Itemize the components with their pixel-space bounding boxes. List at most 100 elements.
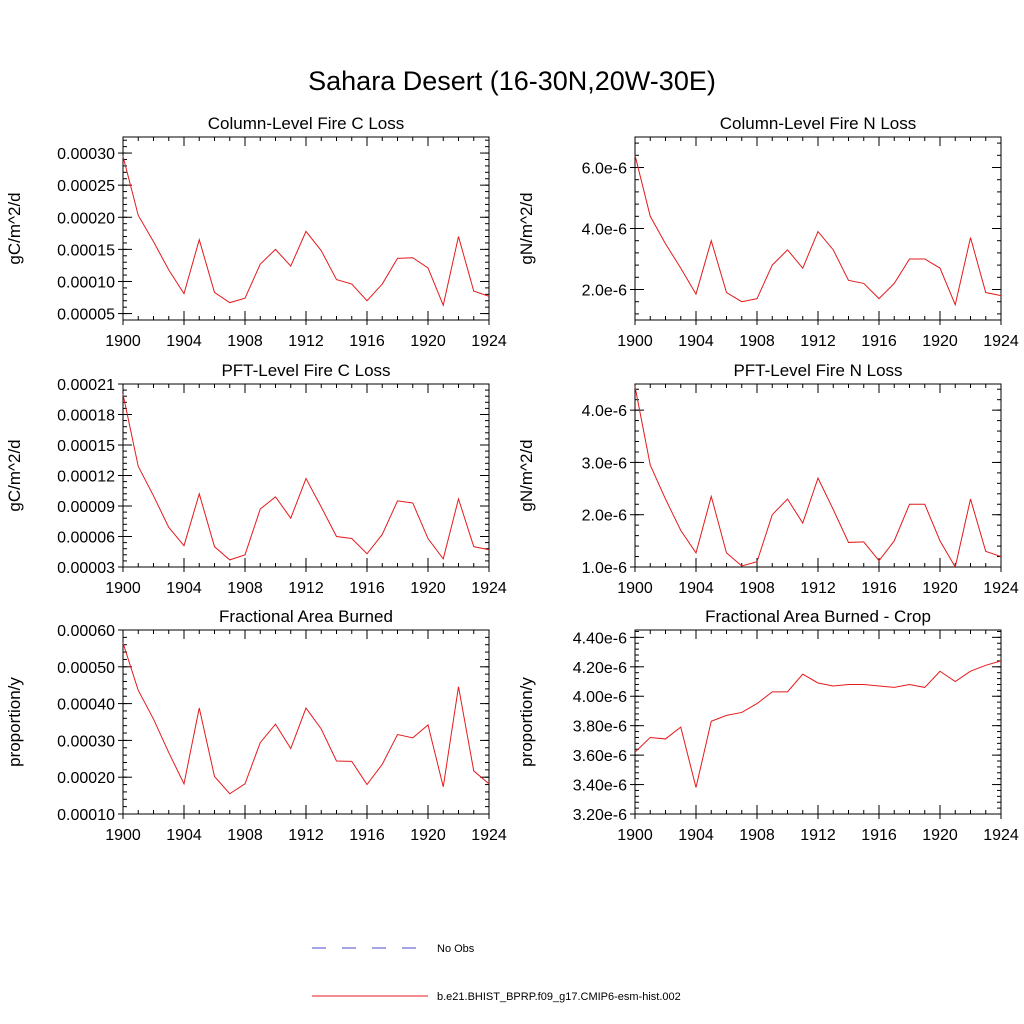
legend: No Obs b.e21.BHIST_BPRP.f09_g17.CMIP6-esm… xyxy=(312,943,681,1003)
panels: 1900 1904 1908 1912 1916 1920 1924 0.00005 0.000… xyxy=(5,114,1019,844)
x-tick-label: 1920 xyxy=(410,580,446,597)
y-tick-label: 0.00030 xyxy=(57,733,115,750)
x-tick-label: 1924 xyxy=(471,827,507,844)
x-tick-label: 1908 xyxy=(739,827,775,844)
y-tick-label: 0.00020 xyxy=(57,770,115,787)
y-axis-label: gN/m^2/d xyxy=(517,192,536,264)
chart-panel-1: 1900 1904 1908 1912 1916 1920 1924 0.00005 0.000… xyxy=(5,114,507,350)
y-tick-label: 0.00050 xyxy=(57,660,115,677)
y-tick-label: 0.00020 xyxy=(57,210,115,227)
x-tick-label: 1916 xyxy=(349,333,385,350)
x-tick-label: 1904 xyxy=(166,333,202,350)
legend-label-2: b.e21.BHIST_BPRP.f09_g17.CMIP6-esm-hist.… xyxy=(437,991,681,1003)
series-line xyxy=(634,660,1002,788)
y-tick-label: 4.0e-6 xyxy=(582,403,627,420)
chart-panel-3: 1900 1904 1908 1912 1916 1920 1924 0.00003 0.000… xyxy=(5,361,507,597)
x-tick-label: 1920 xyxy=(410,827,446,844)
x-tick-label: 1916 xyxy=(861,827,897,844)
x-tick-label: 1924 xyxy=(983,827,1019,844)
y-tick-label: 3.20e-6 xyxy=(573,807,627,824)
plot-frame xyxy=(122,629,490,815)
y-tick-label: 2.0e-6 xyxy=(582,508,627,525)
legend-label-1: No Obs xyxy=(437,943,475,955)
series-line xyxy=(122,156,490,307)
x-tick-label: 1900 xyxy=(617,580,653,597)
x-tick-label: 1924 xyxy=(471,333,507,350)
plot-frame xyxy=(634,136,1002,321)
x-tick-label: 1924 xyxy=(983,580,1019,597)
y-tick-label: 0.00030 xyxy=(57,146,115,163)
y-tick-label: 4.00e-6 xyxy=(573,689,627,706)
x-tick-label: 1920 xyxy=(922,827,958,844)
x-tick-label: 1904 xyxy=(166,827,202,844)
panel-title: Column-Level Fire N Loss xyxy=(720,114,917,133)
y-tick-label: 0.00021 xyxy=(57,377,115,394)
x-tick-label: 1920 xyxy=(922,333,958,350)
y-tick-label: 3.60e-6 xyxy=(573,748,627,765)
series-line xyxy=(634,386,1002,569)
x-tick-label: 1912 xyxy=(800,580,836,597)
x-tick-label: 1912 xyxy=(288,827,324,844)
x-tick-label: 1916 xyxy=(861,333,897,350)
y-tick-label: 0.00010 xyxy=(57,807,115,824)
y-tick-label: 0.00060 xyxy=(57,623,115,640)
y-axis-label: proportion/y xyxy=(517,677,536,767)
x-tick-label: 1900 xyxy=(105,333,141,350)
x-tick-label: 1900 xyxy=(105,580,141,597)
y-tick-label: 0.00018 xyxy=(57,408,115,425)
panel-title: PFT-Level Fire C Loss xyxy=(221,361,390,380)
x-tick-label: 1908 xyxy=(739,580,775,597)
x-tick-label: 1900 xyxy=(105,827,141,844)
x-tick-label: 1908 xyxy=(227,580,263,597)
chart-panel-6: 1900 1904 1908 1912 1916 1920 1924 3.20e-6 3.40e… xyxy=(517,607,1019,844)
x-tick-label: 1924 xyxy=(983,333,1019,350)
y-tick-label: 0.00015 xyxy=(57,438,115,455)
x-tick-label: 1904 xyxy=(678,580,714,597)
chart-panel-2: 1900 1904 1908 1912 1916 1920 1924 2.0e-6 4.0e-6… xyxy=(517,114,1019,350)
x-tick-label: 1920 xyxy=(410,333,446,350)
series-line xyxy=(634,155,1002,307)
panel-title: Fractional Area Burned - Crop xyxy=(705,607,931,626)
x-tick-label: 1904 xyxy=(166,580,202,597)
series-line xyxy=(122,394,490,561)
plot-frame xyxy=(122,136,490,321)
plot-frame xyxy=(634,629,1002,815)
x-tick-label: 1908 xyxy=(227,827,263,844)
chart-panel-4: 1900 1904 1908 1912 1916 1920 1924 1.0e-6 2.0e-6… xyxy=(517,361,1019,597)
panel-title: PFT-Level Fire N Loss xyxy=(733,361,902,380)
y-tick-label: 3.40e-6 xyxy=(573,778,627,795)
y-axis-label: gN/m^2/d xyxy=(517,439,536,511)
y-axis-label: proportion/y xyxy=(5,677,24,767)
y-tick-label: 1.0e-6 xyxy=(582,560,627,577)
x-tick-label: 1920 xyxy=(922,580,958,597)
x-tick-label: 1916 xyxy=(349,580,385,597)
x-tick-label: 1912 xyxy=(288,333,324,350)
y-tick-label: 4.20e-6 xyxy=(573,660,627,677)
y-tick-label: 2.0e-6 xyxy=(582,283,627,300)
y-tick-label: 0.00012 xyxy=(57,469,115,486)
figure-title: Sahara Desert (16-30N,20W-30E) xyxy=(308,66,716,96)
x-tick-label: 1912 xyxy=(288,580,324,597)
plot-frame xyxy=(122,383,490,568)
y-tick-label: 0.00005 xyxy=(57,307,115,324)
y-tick-label: 0.00015 xyxy=(57,242,115,259)
y-tick-label: 0.00040 xyxy=(57,697,115,714)
y-tick-label: 4.40e-6 xyxy=(573,630,627,647)
x-tick-label: 1912 xyxy=(800,333,836,350)
x-tick-label: 1900 xyxy=(617,333,653,350)
y-tick-label: 0.00003 xyxy=(57,560,115,577)
series-line xyxy=(122,642,490,795)
y-tick-label: 0.00009 xyxy=(57,499,115,516)
y-tick-label: 0.00025 xyxy=(57,178,115,195)
plot-frame xyxy=(634,383,1002,568)
x-tick-label: 1908 xyxy=(227,333,263,350)
x-tick-label: 1904 xyxy=(678,333,714,350)
y-tick-label: 0.00010 xyxy=(57,274,115,291)
x-tick-label: 1916 xyxy=(861,580,897,597)
y-tick-label: 4.0e-6 xyxy=(582,222,627,239)
y-tick-label: 0.00006 xyxy=(57,530,115,547)
panel-title: Fractional Area Burned xyxy=(219,607,393,626)
y-tick-label: 3.80e-6 xyxy=(573,719,627,736)
x-tick-label: 1908 xyxy=(739,333,775,350)
